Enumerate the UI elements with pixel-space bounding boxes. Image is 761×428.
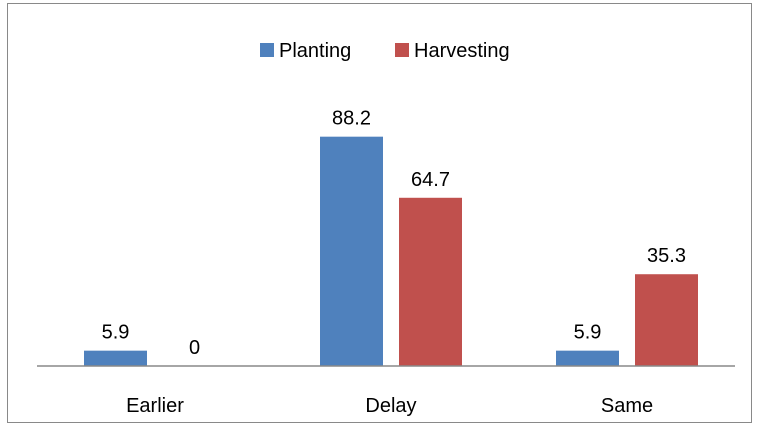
legend-label-planting: Planting xyxy=(279,40,351,62)
legend-label-harvesting: Harvesting xyxy=(414,40,510,62)
data-labels: 5.9 0 88.2 64.7 5.9 35.3 xyxy=(102,108,686,359)
bar-planting-earlier xyxy=(84,350,147,366)
bars xyxy=(84,136,698,366)
bar-harvesting-same xyxy=(635,274,698,366)
data-label-planting-same: 5.9 xyxy=(574,322,602,344)
data-label-harvesting-same: 35.3 xyxy=(647,245,686,267)
data-label-harvesting-earlier: 0 xyxy=(189,337,200,359)
category-label-delay: Delay xyxy=(365,395,416,417)
bar-planting-same xyxy=(556,350,619,366)
data-label-harvesting-delay: 64.7 xyxy=(411,169,450,191)
category-label-same: Same xyxy=(601,395,653,417)
legend: Planting Harvesting xyxy=(260,40,510,62)
data-label-planting-delay: 88.2 xyxy=(332,108,371,130)
data-label-planting-earlier: 5.9 xyxy=(102,322,130,344)
legend-swatch-harvesting xyxy=(395,43,409,57)
category-labels: Earlier Delay Same xyxy=(126,395,653,417)
category-label-earlier: Earlier xyxy=(126,395,184,417)
legend-swatch-planting xyxy=(260,43,274,57)
bar-planting-delay xyxy=(320,136,383,366)
bar-harvesting-delay xyxy=(399,197,462,366)
